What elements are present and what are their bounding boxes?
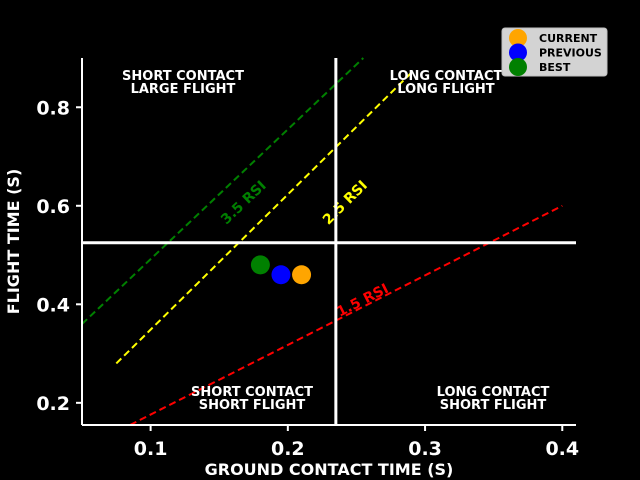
rsi-line [129,204,563,426]
legend-label: BEST [539,61,571,74]
rsi-line [115,72,413,365]
quadrant-label-line2: LARGE FLIGHT [131,82,236,97]
legend-label: CURRENT [539,32,598,45]
quadrant-label-line1: SHORT CONTACT [191,385,313,400]
legend-marker-current [509,29,527,47]
y-tick-label: 0.6 [36,196,70,218]
x-tick-label: 0.1 [134,438,168,460]
quadrant-label-line1: LONG CONTACT [390,69,503,84]
y-tick-label: 0.8 [36,97,70,119]
x-tick-label: 0.3 [408,438,442,460]
quadrant-label-line2: SHORT FLIGHT [199,398,306,413]
x-tick-label: 0.2 [271,438,305,460]
y-tick-label: 0.2 [36,393,70,415]
rsi-label: 2.5 RSI [320,178,371,229]
x-axis-title: GROUND CONTACT TIME (S) [205,460,454,479]
legend-label: PREVIOUS [539,47,602,60]
legend-marker-previous [509,43,527,62]
legend-box [501,27,608,77]
y-axis-title: FLIGHT TIME (S) [4,169,23,315]
rsi-label: 1.5 RSI [334,281,391,320]
rsi-line [81,57,364,325]
quadrant-label-line2: LONG FLIGHT [397,82,494,97]
point-current [292,265,312,285]
x-tick-label: 0.4 [545,438,579,460]
point-previous [271,265,291,285]
point-best [250,255,270,275]
quadrant-label-line1: LONG CONTACT [437,385,550,400]
quadrant-label-line2: SHORT FLIGHT [440,398,547,413]
y-tick-label: 0.4 [36,294,70,316]
quadrant-label-line1: SHORT CONTACT [122,69,244,84]
legend-marker-best [509,58,527,76]
